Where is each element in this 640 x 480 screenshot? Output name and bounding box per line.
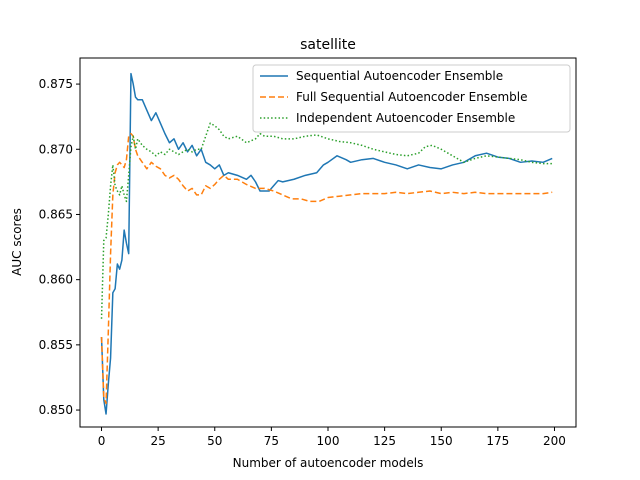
y-tick-label: 0.875 [39,77,73,91]
legend-box [252,64,571,133]
x-tick-label: 150 [430,434,453,448]
legend-label-3: Independent Autoencoder Ensemble [296,111,515,125]
series-line-3 [100,122,553,319]
x-tick-label: 200 [543,434,566,448]
series-lines [100,72,553,415]
x-axis: 0 25 50 75 100 125 150 175 200 [98,427,566,448]
series-line-2 [100,132,553,405]
legend-label-1: Sequential Autoencoder Ensemble [296,69,503,83]
axes-frame [79,57,577,428]
y-tick-label: 0.855 [39,338,73,352]
x-tick-label: 75 [264,434,279,448]
y-tick-label: 0.870 [39,142,73,156]
x-tick-label: 25 [150,434,165,448]
series-line-1 [100,72,553,415]
x-tick-label: 50 [207,434,222,448]
legend: Sequential Autoencoder Ensemble Full Sequ… [252,64,571,133]
x-tick-label: 0 [98,434,106,448]
y-tick-label: 0.865 [39,207,73,221]
legend-label-2: Full Sequential Autoencoder Ensemble [296,90,527,104]
chart-title: satellite [300,37,356,53]
x-axis-label: Number of autoencoder models [233,456,424,470]
y-axis: 0.850 0.855 0.860 0.865 0.870 0.875 [39,77,80,417]
y-tick-label: 0.850 [39,403,73,417]
x-tick-label: 100 [317,434,340,448]
x-tick-label: 175 [486,434,509,448]
y-axis-label: AUC scores [10,208,24,276]
x-tick-label: 125 [373,434,396,448]
y-tick-label: 0.860 [39,273,73,287]
